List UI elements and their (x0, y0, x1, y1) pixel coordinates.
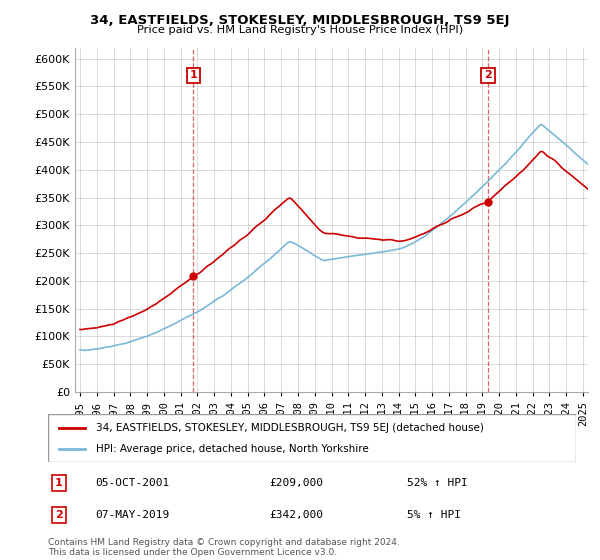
Text: 34, EASTFIELDS, STOKESLEY, MIDDLESBROUGH, TS9 5EJ (detached house): 34, EASTFIELDS, STOKESLEY, MIDDLESBROUGH… (95, 423, 484, 433)
Text: 07-MAY-2019: 07-MAY-2019 (95, 510, 170, 520)
Text: 52% ↑ HPI: 52% ↑ HPI (407, 478, 468, 488)
Text: 1: 1 (55, 478, 62, 488)
FancyBboxPatch shape (48, 414, 576, 462)
Text: 2: 2 (55, 510, 62, 520)
Text: HPI: Average price, detached house, North Yorkshire: HPI: Average price, detached house, Nort… (95, 444, 368, 454)
Text: 5% ↑ HPI: 5% ↑ HPI (407, 510, 461, 520)
Text: 1: 1 (190, 71, 197, 81)
Text: £342,000: £342,000 (270, 510, 324, 520)
Text: 34, EASTFIELDS, STOKESLEY, MIDDLESBROUGH, TS9 5EJ: 34, EASTFIELDS, STOKESLEY, MIDDLESBROUGH… (90, 14, 510, 27)
Text: Price paid vs. HM Land Registry's House Price Index (HPI): Price paid vs. HM Land Registry's House … (137, 25, 463, 35)
Text: £209,000: £209,000 (270, 478, 324, 488)
Text: 2: 2 (484, 71, 492, 81)
Text: 05-OCT-2001: 05-OCT-2001 (95, 478, 170, 488)
Text: Contains HM Land Registry data © Crown copyright and database right 2024.
This d: Contains HM Land Registry data © Crown c… (48, 538, 400, 557)
